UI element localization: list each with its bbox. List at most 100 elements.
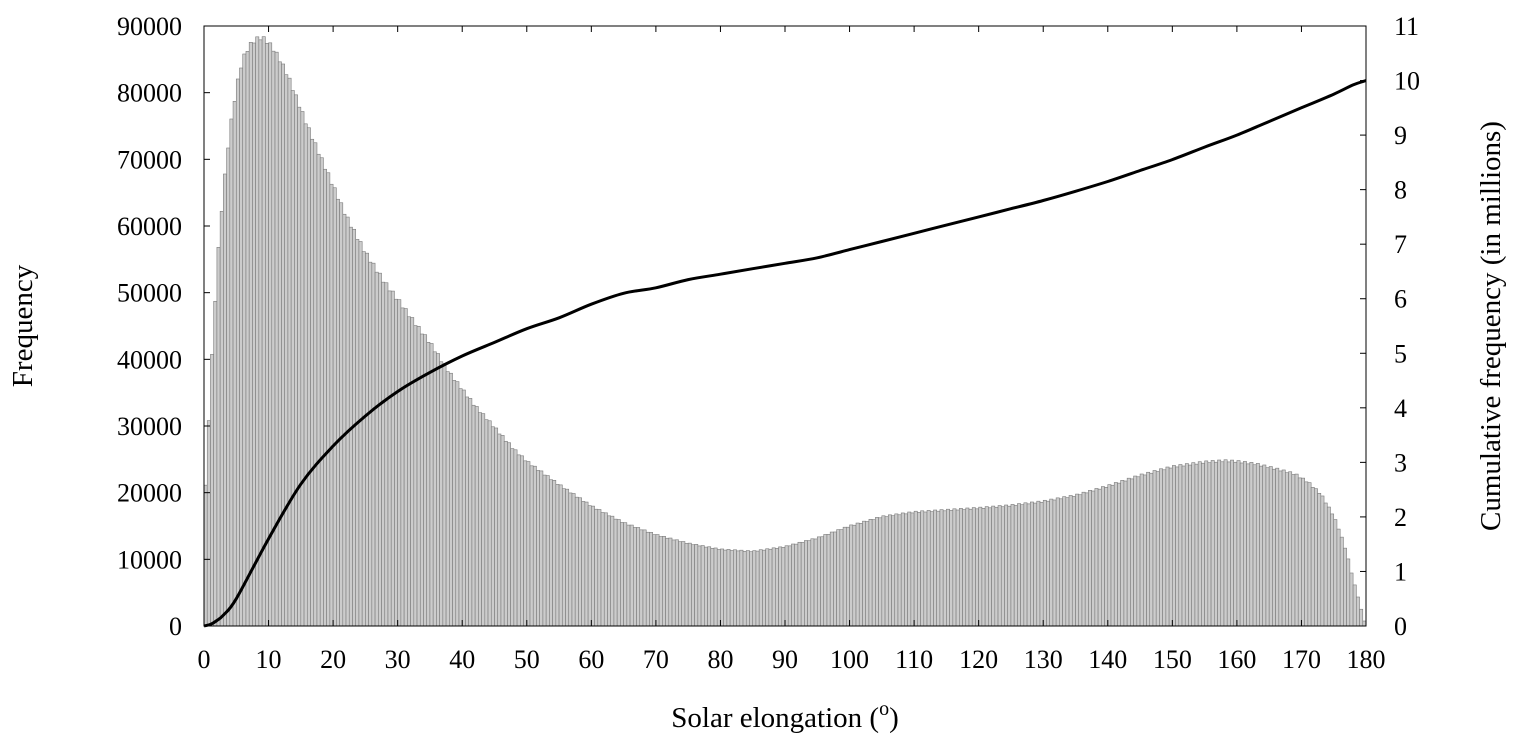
- histogram-bar: [239, 67, 244, 627]
- histogram-bar: [310, 138, 315, 627]
- histogram-bar: [991, 505, 996, 627]
- y2-tick-label: 11: [1394, 12, 1419, 41]
- histogram-bar: [468, 398, 473, 627]
- histogram-bar: [1236, 460, 1241, 627]
- histogram-bar: [384, 282, 389, 627]
- histogram-bar: [1178, 464, 1183, 627]
- histogram-bar: [597, 509, 602, 627]
- histogram-bar: [610, 515, 615, 627]
- histogram-bar: [539, 470, 544, 627]
- histogram-bar: [478, 412, 482, 627]
- histogram-bar: [287, 77, 292, 627]
- y-tick-label: 20000: [117, 479, 182, 508]
- histogram-bar: [1142, 474, 1147, 627]
- histogram-bar: [891, 515, 896, 627]
- histogram-bar: [913, 510, 918, 627]
- histogram-bar: [390, 290, 395, 627]
- histogram-bar: [716, 549, 721, 627]
- histogram-bar: [1255, 463, 1260, 627]
- histogram-bar: [613, 518, 618, 627]
- x-axis-title-text: Solar elongation (: [671, 702, 879, 734]
- histogram-bar: [962, 509, 967, 627]
- histogram-bar: [1113, 482, 1118, 627]
- histogram-bar: [729, 550, 734, 627]
- histogram-bar: [871, 519, 876, 627]
- histogram-bar: [271, 50, 276, 627]
- histogram-bar: [907, 511, 912, 627]
- histogram-bar: [461, 389, 466, 627]
- histogram-bar: [481, 413, 486, 627]
- y-tick-label: 50000: [117, 279, 182, 308]
- histogram-bar: [1078, 494, 1083, 627]
- histogram-bar: [561, 488, 566, 627]
- histogram-bar: [771, 547, 776, 627]
- histogram-bar: [868, 518, 873, 627]
- histogram-bar: [600, 512, 605, 627]
- histogram-bar: [900, 512, 905, 627]
- histogram-bar: [1201, 462, 1205, 627]
- histogram-bar: [720, 548, 724, 627]
- histogram-bar: [235, 78, 240, 627]
- histogram-bar: [1246, 463, 1251, 627]
- histogram-bar: [516, 454, 521, 627]
- histogram-bar: [1223, 459, 1228, 627]
- histogram-bar: [1220, 461, 1225, 627]
- histogram-bar: [313, 142, 318, 627]
- histogram-bar: [1252, 464, 1257, 627]
- histogram-bar: [1126, 477, 1131, 627]
- histogram-bar: [1097, 488, 1102, 627]
- histogram-bar: [1352, 584, 1357, 627]
- histogram-bar: [591, 505, 595, 627]
- histogram-bar: [319, 157, 324, 627]
- histogram-bar: [1317, 492, 1322, 627]
- histogram-bar: [975, 508, 979, 627]
- histogram-bar: [1013, 505, 1018, 627]
- histogram-bar: [878, 517, 883, 627]
- histogram-bar: [607, 515, 611, 627]
- y-tick-label: 60000: [117, 212, 182, 241]
- histogram-bar: [252, 42, 256, 627]
- y-axis-title: Frequency: [7, 264, 39, 387]
- histogram-bar: [836, 529, 841, 627]
- histogram-bar: [206, 420, 211, 627]
- histogram-bar: [449, 372, 453, 627]
- histogram-bar: [742, 550, 747, 627]
- histogram-bar: [1007, 505, 1012, 627]
- histogram-bar: [955, 509, 960, 627]
- histogram-bar: [755, 550, 760, 627]
- x-tick-label: 60: [578, 645, 604, 674]
- histogram-bar: [713, 547, 718, 627]
- histogram-bar: [1155, 471, 1160, 627]
- histogram-bar: [584, 501, 589, 627]
- histogram-bar: [1094, 488, 1099, 627]
- histogram-bar: [1281, 469, 1286, 627]
- y2-tick-label: 9: [1394, 121, 1407, 150]
- histogram-bar: [465, 396, 469, 627]
- histogram-bar: [946, 508, 950, 627]
- histogram-bar: [1017, 503, 1021, 627]
- histogram-bar: [1310, 487, 1315, 627]
- y2-tick-label: 1: [1394, 557, 1407, 586]
- histogram-bar: [226, 147, 231, 627]
- histogram-bar: [471, 404, 476, 627]
- x-tick-label: 140: [1088, 645, 1127, 674]
- histogram-bar: [374, 271, 379, 627]
- histogram-bar: [1268, 466, 1273, 627]
- histogram-bar: [697, 545, 702, 627]
- histogram-bar: [297, 106, 302, 627]
- histogram-bar: [452, 380, 457, 627]
- histogram-bar: [497, 433, 502, 627]
- y2-tick-label: 8: [1394, 176, 1407, 205]
- histogram-bar: [281, 63, 286, 627]
- histogram-bar: [1159, 468, 1163, 627]
- y2-axis-title: Cumulative frequency (in millions): [1475, 121, 1507, 531]
- histogram-bar: [529, 465, 534, 627]
- histogram-bar: [678, 541, 683, 627]
- x-tick-label: 150: [1153, 645, 1192, 674]
- histogram-bar: [255, 36, 260, 627]
- histogram-bar: [568, 492, 573, 627]
- x-tick-label: 100: [830, 645, 869, 674]
- histogram-bar: [368, 261, 373, 627]
- x-tick-label: 130: [1024, 645, 1063, 674]
